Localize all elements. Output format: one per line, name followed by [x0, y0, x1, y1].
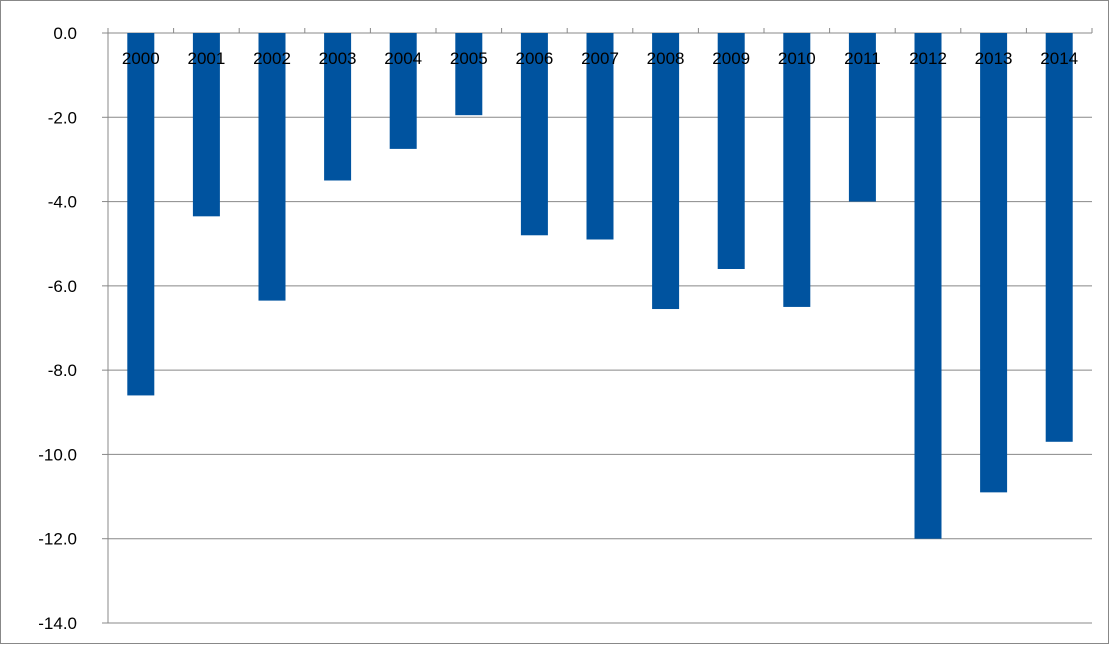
bars — [127, 33, 1073, 539]
x-tick-label: 2014 — [1040, 49, 1078, 68]
bar-2006 — [520, 33, 548, 236]
x-tick-label: 2010 — [778, 49, 816, 68]
bar-2014 — [1045, 33, 1073, 442]
bar-2004 — [389, 33, 417, 149]
axes — [102, 28, 1093, 624]
bar-2003 — [324, 33, 352, 181]
x-tick-label: 2001 — [187, 49, 225, 68]
x-tick-label: 2012 — [909, 49, 947, 68]
y-axis-tick-labels: 0.0 -2.0 -4.0 -6.0 -8.0 -10.0 -12.0 -14.0 — [38, 24, 77, 633]
bar-2008 — [652, 33, 680, 310]
bar-2009 — [717, 33, 745, 269]
bar-2000 — [127, 33, 155, 396]
y-tick-label: -2.0 — [48, 108, 77, 127]
y-tick-label: -14.0 — [38, 614, 77, 633]
x-tick-label: 2007 — [581, 49, 619, 68]
bar-2007 — [586, 33, 614, 240]
x-tick-label: 2009 — [712, 49, 750, 68]
y-tick-label: -8.0 — [48, 361, 77, 380]
bar-2012 — [914, 33, 942, 539]
bar-2013 — [980, 33, 1008, 493]
x-tick-label: 2004 — [384, 49, 422, 68]
y-tick-label: -12.0 — [38, 530, 77, 549]
y-tick-label: -10.0 — [38, 445, 77, 464]
x-tick-label: 2005 — [450, 49, 488, 68]
bar-2001 — [192, 33, 220, 217]
y-tick-label: 0.0 — [53, 24, 77, 43]
bar-2011 — [848, 33, 876, 202]
bar-2002 — [258, 33, 286, 301]
x-tick-label: 2002 — [253, 49, 291, 68]
x-tick-label: 2000 — [122, 49, 160, 68]
x-tick-label: 2013 — [975, 49, 1013, 68]
x-tick-label: 2003 — [319, 49, 357, 68]
bar-2005 — [455, 33, 483, 116]
x-axis-tick-labels: 2000 2001 2002 2003 2004 2005 2006 2007 2008 2009… — [122, 49, 1078, 68]
y-tick-label: -6.0 — [48, 277, 77, 296]
y-tick-label: -4.0 — [48, 193, 77, 212]
x-tick-label: 2008 — [647, 49, 685, 68]
bar-2010 — [783, 33, 811, 307]
x-tick-label: 2006 — [515, 49, 553, 68]
x-tick-label: 2011 — [844, 49, 881, 68]
